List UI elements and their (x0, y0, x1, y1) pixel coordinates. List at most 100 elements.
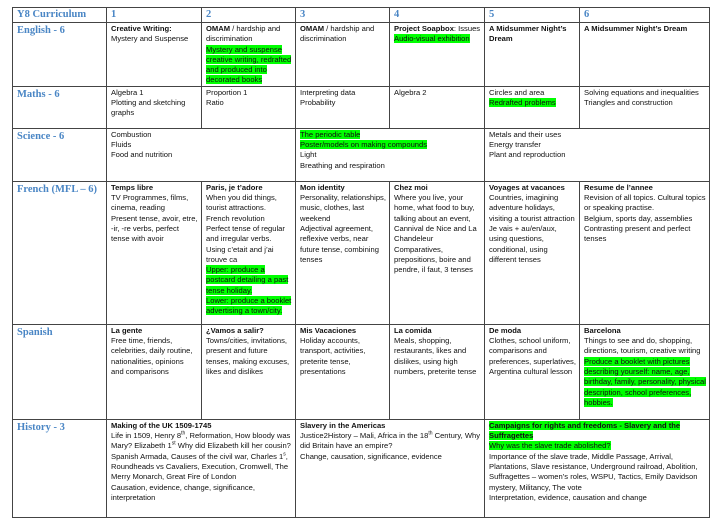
highlighted-text: Lower: produce a booklet advertising a t… (206, 296, 292, 316)
table-title: Y8 Curriculum (12, 7, 107, 23)
topic-line: Towns/cities, invitations, present and f… (206, 336, 292, 377)
topic-text: Metals and their uses (489, 129, 562, 139)
topic-line: Paris, je t’adore (206, 183, 292, 193)
subject-label: French (MFL – 6) (12, 180, 107, 325)
topic-line: Interpretation, evidence, causation and … (489, 493, 706, 503)
topic-text: Justice2History – Mali, Africa in the 18 (300, 431, 429, 441)
topic-text: Belgium, sports day, assemblies (584, 213, 693, 223)
topic-line: Adjectival agreement, reflexive verbs, n… (300, 224, 386, 265)
topic-cell: Campaigns for rights and freedoms - Slav… (484, 418, 710, 518)
topic-text: Holiday accounts, transport, activities,… (300, 336, 366, 376)
topic-cell: The periodic table Poster/models on makin… (295, 127, 485, 182)
subject-row: History - 3 Making of the UK 1509-1745 Lif… (12, 418, 710, 518)
curriculum-table: Y8 Curriculum 1 2 3 4 5 6 English - 6 Cre… (12, 7, 710, 518)
topic-line: A Midsummer Night’s Dream (584, 24, 706, 34)
topic-text: Century, Why did Britain have an empire? (300, 431, 481, 451)
topic-text: , Reformation, How bloody was Mary? Eliz… (111, 431, 291, 451)
topic-line: Breathing and respiration (300, 161, 481, 171)
topic-line: Plant and reproduction (489, 150, 706, 160)
topic-text: Voyages at vacances (489, 182, 565, 192)
topic-text: Algebra 1 (111, 87, 144, 97)
topic-line: Mis Vacaciones (300, 326, 386, 336)
topic-line: Fluids (111, 140, 292, 150)
highlighted-text: Redrafted problems (489, 98, 556, 108)
topic-line: The periodic table (300, 129, 481, 140)
topic-line: Revision of all topics. Cultural topics … (584, 193, 706, 214)
topic-line: Audio-visual exhibition (394, 34, 481, 44)
topic-line: Solving equations and inequalities (584, 88, 706, 98)
topic-text: Algebra 2 (394, 87, 427, 97)
topic-text: , Roundheads vs Cavaliers, Execution, Cr… (111, 451, 289, 482)
topic-line: Life in 1509, Henry 8th, Reformation, Ho… (111, 431, 292, 482)
topic-line: Probability (300, 98, 386, 108)
topic-line: OMAM / hardship and discrimination (300, 24, 386, 45)
topic-text: Breathing and respiration (300, 160, 385, 170)
subject-row: English - 6 Creative Writing: Mystery and … (12, 22, 710, 87)
topic-line: Causation, evidence, change, significanc… (111, 483, 292, 504)
topic-line: Present tense, avoir, etre, -ir, -re ver… (111, 214, 198, 245)
topic-text: Countries, imagining adventure holidays,… (489, 193, 575, 223)
topic-cell: Mon identity Personality, relationships, … (295, 180, 390, 325)
topic-line: Campaigns for rights and freedoms - Slav… (489, 420, 706, 442)
topic-text: La gente (111, 325, 143, 335)
topic-line: Free time, friends, celebrities, daily r… (111, 336, 198, 377)
topic-line: Ratio (206, 98, 292, 108)
topic-line: Je vais + au/en/aux, using questions, co… (489, 224, 576, 265)
topic-cell: Circles and area Redrafted problems (484, 85, 580, 129)
topic-cell: Slavery in the Americas Justice2History –… (295, 418, 485, 518)
topic-text: Importance of the slave trade, Middle Pa… (489, 451, 698, 492)
topic-text: OMAM (300, 24, 325, 33)
topic-text: Using c’etait and j’ai trouve ca (206, 244, 274, 264)
topic-line: Perfect tense of regular and irregular v… (206, 224, 292, 245)
topic-line: Countries, imagining adventure holidays,… (489, 193, 576, 224)
topic-text: Temps libre (111, 182, 154, 192)
highlighted-text: The periodic table (300, 129, 361, 139)
topic-cell: OMAM / hardship and discrimination Myster… (201, 22, 296, 87)
topic-line: French revolution (206, 214, 292, 224)
topic-cell: Metals and their uses Energy transfer Plan… (484, 127, 710, 182)
topic-cell: Algebra 2 (389, 85, 485, 129)
topic-line: Algebra 2 (394, 88, 481, 98)
topic-line: Energy transfer (489, 140, 706, 150)
topic-cell: Proportion 1 Ratio (201, 85, 296, 129)
topic-line: Slavery in the Americas (300, 421, 481, 431)
highlighted-text: Why was the slave trade abolished? (489, 441, 611, 451)
topic-line: ¿Vamos a salir? (206, 326, 292, 336)
topic-line: Mystery and suspense creative writing, r… (206, 44, 292, 86)
term-header: 5 (484, 7, 580, 23)
topic-line: Temps libre (111, 183, 198, 193)
topic-cell: Algebra 1 Plotting and sketching graphs (106, 85, 202, 129)
topic-cell: La gente Free time, friends, celebrities,… (106, 323, 202, 420)
topic-text: Adjectival agreement, reflexive verbs, n… (300, 223, 379, 264)
term-header: 6 (579, 7, 710, 23)
topic-cell: Paris, je t’adore When you did things, to… (201, 180, 296, 325)
highlighted-text: Mystery and suspense creative writing, r… (206, 44, 292, 85)
topic-cell: Barcelona Things to see and do, shopping,… (579, 323, 710, 420)
topic-line: Lower: produce a booklet advertising a t… (206, 296, 292, 317)
topic-line: Interpreting data (300, 88, 386, 98)
topic-text: Mis Vacaciones (300, 325, 357, 335)
topic-line: Meals, shopping, restaurants, likes and … (394, 336, 481, 377)
highlighted-text: Poster/models on making compounds (300, 140, 428, 150)
topic-text: French revolution (206, 213, 265, 223)
topic-line: TV Programmes, films, cinema, reading (111, 193, 198, 214)
topic-line: Redrafted problems (489, 98, 576, 108)
topic-text: A Midsummer Night’s Dream (489, 24, 567, 44)
topic-cell: Mis Vacaciones Holiday accounts, transpor… (295, 323, 390, 420)
subject-label: Maths - 6 (12, 85, 107, 129)
topic-line: OMAM / hardship and discrimination (206, 24, 292, 45)
subject-label: Spanish (12, 323, 107, 420)
topic-text: Causation, evidence, change, significanc… (111, 482, 255, 502)
topic-text: La comida (394, 325, 432, 335)
topic-cell: Solving equations and inequalities Triang… (579, 85, 710, 129)
subject-label: English - 6 (12, 22, 107, 87)
topic-line: Creative Writing: (111, 24, 198, 34)
topic-text: Resume de l’annee (584, 182, 653, 192)
topic-text: th (181, 430, 186, 437)
topic-line: La gente (111, 326, 198, 336)
topic-text: When you did things, tourist attractions… (206, 193, 277, 213)
topic-cell: Creative Writing: Mystery and Suspense (106, 22, 202, 87)
topic-line: Resume de l’annee (584, 183, 706, 193)
topic-cell: OMAM / hardship and discrimination (295, 22, 390, 87)
topic-line: Combustion (111, 130, 292, 140)
